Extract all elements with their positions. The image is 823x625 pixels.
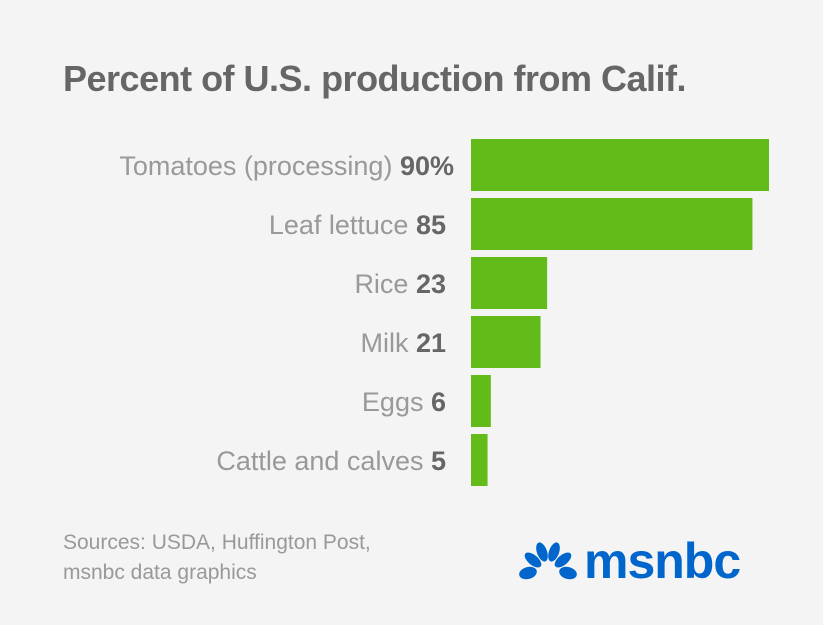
value-label: 5: [431, 446, 446, 476]
bar: [471, 316, 541, 368]
msnbc-logo: msnbc: [518, 533, 741, 589]
bar-label: Tomatoes (processing) 90%: [119, 151, 454, 181]
bar: [471, 434, 488, 486]
logo-text: msnbc: [584, 533, 741, 589]
bar: [471, 375, 491, 427]
value-label: 6: [431, 387, 446, 417]
category-label: Tomatoes (processing): [119, 151, 400, 181]
peacock-icon: [519, 542, 577, 580]
category-label: Cattle and calves: [216, 446, 431, 476]
bar-label: Leaf lettuce 85: [269, 210, 446, 240]
source-note: Sources: USDA, Huffington Post, msnbc da…: [63, 528, 371, 588]
bar-label: Milk 21: [360, 328, 446, 358]
source-line-2: msnbc data graphics: [63, 561, 257, 584]
value-label: 85: [416, 210, 446, 240]
value-label: 23: [416, 269, 446, 299]
bar: [471, 139, 769, 191]
value-label: 90%: [400, 151, 454, 181]
bar-label: Rice 23: [354, 269, 446, 299]
category-label: Milk: [360, 328, 416, 358]
bar-label: Cattle and calves 5: [216, 446, 446, 476]
bar: [471, 198, 753, 250]
source-line-1: Sources: USDA, Huffington Post,: [63, 531, 371, 554]
bar: [471, 257, 548, 309]
category-label: Rice: [354, 269, 416, 299]
bar-label: Eggs 6: [362, 387, 446, 417]
category-label: Leaf lettuce: [269, 210, 416, 240]
category-label: Eggs: [362, 387, 431, 417]
chart-title: Percent of U.S. production from Calif.: [63, 58, 687, 99]
value-label: 21: [416, 328, 446, 358]
